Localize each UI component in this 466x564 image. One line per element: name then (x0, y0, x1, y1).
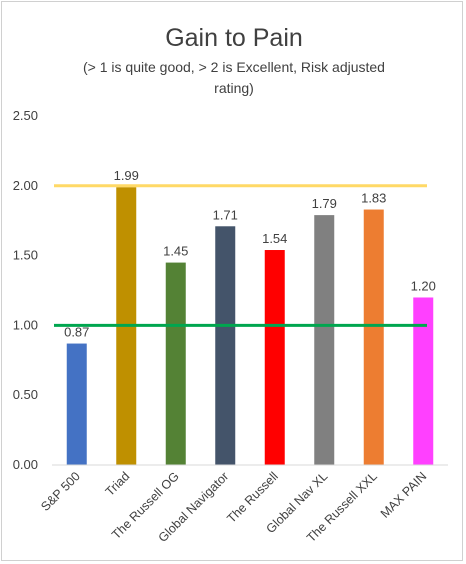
bar (413, 297, 434, 465)
data-labels: 0.87 1.99 1.45 1.71 1.54 1.79 1.83 1.20 (64, 168, 436, 339)
reference-lines (54, 184, 427, 327)
y-tick-label: 1.50 (13, 248, 38, 263)
y-axis: 0.00 0.50 1.00 1.50 2.00 2.50 (13, 108, 38, 472)
data-label: 1.45 (163, 244, 188, 259)
data-label: 1.99 (114, 168, 139, 183)
bar (66, 343, 87, 465)
bar (215, 226, 236, 465)
bar (314, 215, 335, 465)
data-label: 1.20 (411, 278, 436, 293)
data-label: 1.79 (312, 196, 337, 211)
chart-subtitle-line-2: rating) (214, 80, 254, 96)
bar (363, 209, 384, 465)
data-label: 1.83 (361, 191, 386, 206)
data-label: 1.54 (262, 231, 287, 246)
chart-title: Gain to Pain (165, 24, 303, 52)
y-tick-label: 2.50 (13, 108, 38, 123)
y-tick-label: 0.00 (13, 457, 38, 472)
x-tick-label: MAX PAIN (378, 469, 429, 520)
data-label: 0.87 (64, 325, 89, 340)
y-tick-label: 2.00 (13, 178, 38, 193)
x-tick-label: Triad (103, 469, 133, 499)
bars (66, 187, 434, 466)
chart-subtitle-line-1: (> 1 is quite good, > 2 is Excellent, Ri… (83, 59, 385, 75)
y-tick-label: 1.00 (13, 317, 38, 332)
bar (165, 262, 186, 465)
x-tick-label: S&P 500 (38, 469, 83, 514)
bar (264, 250, 285, 465)
data-label: 1.71 (213, 207, 238, 222)
y-tick-label: 0.50 (13, 387, 38, 402)
